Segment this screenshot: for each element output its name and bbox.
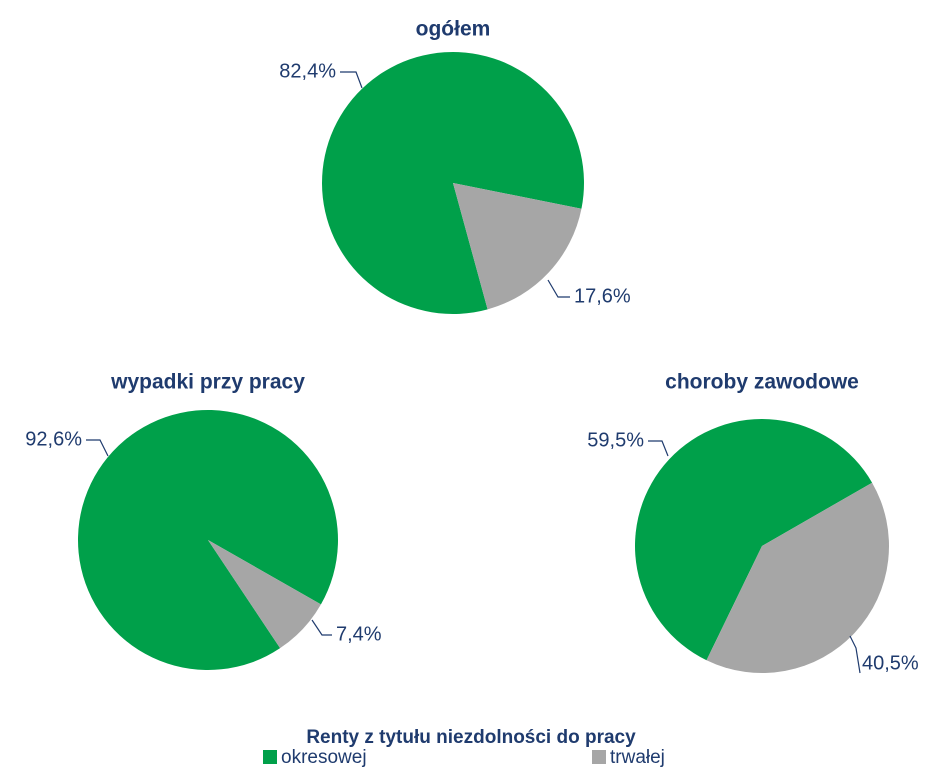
- data-label: 40,5%: [862, 652, 919, 674]
- legend-label: trwałej: [610, 747, 665, 767]
- data-label: 7,4%: [336, 623, 382, 645]
- chart-title: ogółem: [416, 18, 491, 41]
- chart-title: wypadki przy pracy: [110, 371, 305, 394]
- legend-label: okresowej: [281, 747, 367, 767]
- pie-slice: [635, 419, 873, 661]
- data-label: 82,4%: [279, 60, 336, 82]
- pie-slice: [208, 540, 321, 649]
- leader-line: [849, 635, 861, 674]
- pie-slice: [706, 482, 890, 673]
- data-label: 17,6%: [574, 285, 631, 307]
- leader-line: [648, 440, 669, 457]
- pie-slice: [78, 410, 339, 670]
- data-label: 92,6%: [25, 428, 82, 450]
- legend-swatch: [263, 750, 277, 764]
- chart-title: choroby zawodowe: [665, 371, 859, 394]
- leader-line: [547, 279, 570, 298]
- leader-line: [86, 439, 109, 457]
- data-label: 59,5%: [587, 429, 644, 451]
- pie-slice: [453, 183, 582, 310]
- leader-line: [340, 71, 363, 89]
- leader-line: [311, 619, 332, 636]
- legend-swatch: [592, 750, 606, 764]
- legend-title: Renty z tytułu niezdolności do pracy: [306, 727, 636, 748]
